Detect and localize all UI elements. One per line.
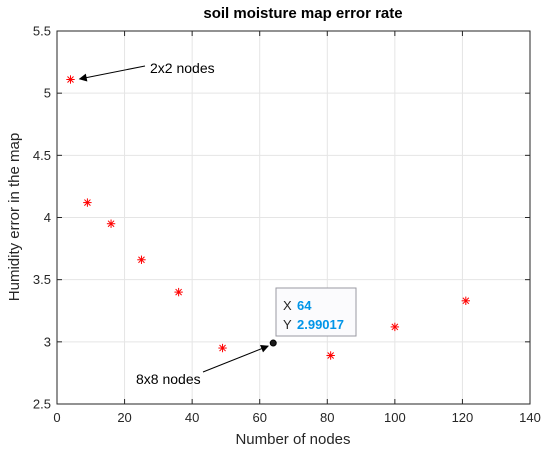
x-tick-label: 140 (519, 410, 541, 425)
y-tick-label: 4 (44, 210, 51, 225)
x-axis-label: Number of nodes (235, 431, 350, 448)
annotations: 2x2 nodes 8x8 nodes (78, 60, 269, 387)
x-tick-label: 20 (117, 410, 131, 425)
annotation-label: 8x8 nodes (136, 371, 201, 387)
x-tick-label: 100 (384, 410, 406, 425)
data-point (174, 287, 183, 297)
data-point (461, 296, 471, 306)
y-tick-label: 2.5 (33, 397, 51, 412)
y-tick-label: 5 (44, 86, 51, 101)
data-tip-y-key: Y (283, 317, 292, 332)
chart-title: soil moisture map error rate (203, 5, 402, 22)
data-tip-x-key: X (283, 298, 292, 313)
annotation-arrow (202, 344, 269, 373)
y-tick-label: 5.5 (33, 24, 51, 39)
data-point (83, 198, 92, 207)
grid (57, 31, 530, 404)
y-axis-label: Humidity error in the map (6, 133, 23, 301)
data-tip[interactable]: X 64 Y 2.99017 (275, 287, 357, 337)
data-tip-box (275, 287, 357, 337)
x-tick-label: 80 (320, 410, 334, 425)
data-point (137, 255, 146, 264)
y-tick-label: 3.5 (33, 272, 51, 287)
annotation-label: 2x2 nodes (150, 60, 215, 76)
y-axis-ticks: 2.5 3 3.5 4 4.5 5 5.5 (33, 24, 530, 412)
x-tick-label: 120 (452, 410, 474, 425)
x-tick-label: 0 (53, 410, 60, 425)
annotation-arrow (78, 65, 146, 82)
data-point (390, 322, 400, 332)
x-axis-ticks: 0 20 40 60 80 100 120 140 (53, 31, 541, 425)
x-tick-label: 40 (185, 410, 199, 425)
data-tip-x-value: 64 (297, 298, 312, 313)
data-point (66, 75, 75, 84)
data-points (66, 75, 471, 360)
y-tick-label: 3 (44, 334, 51, 349)
data-point (106, 219, 116, 228)
data-point (218, 343, 227, 353)
x-tick-label: 60 (252, 410, 266, 425)
y-tick-label: 4.5 (33, 148, 51, 163)
selected-point[interactable] (269, 339, 277, 347)
data-point (326, 351, 335, 360)
data-tip-y-value: 2.99017 (297, 317, 344, 332)
